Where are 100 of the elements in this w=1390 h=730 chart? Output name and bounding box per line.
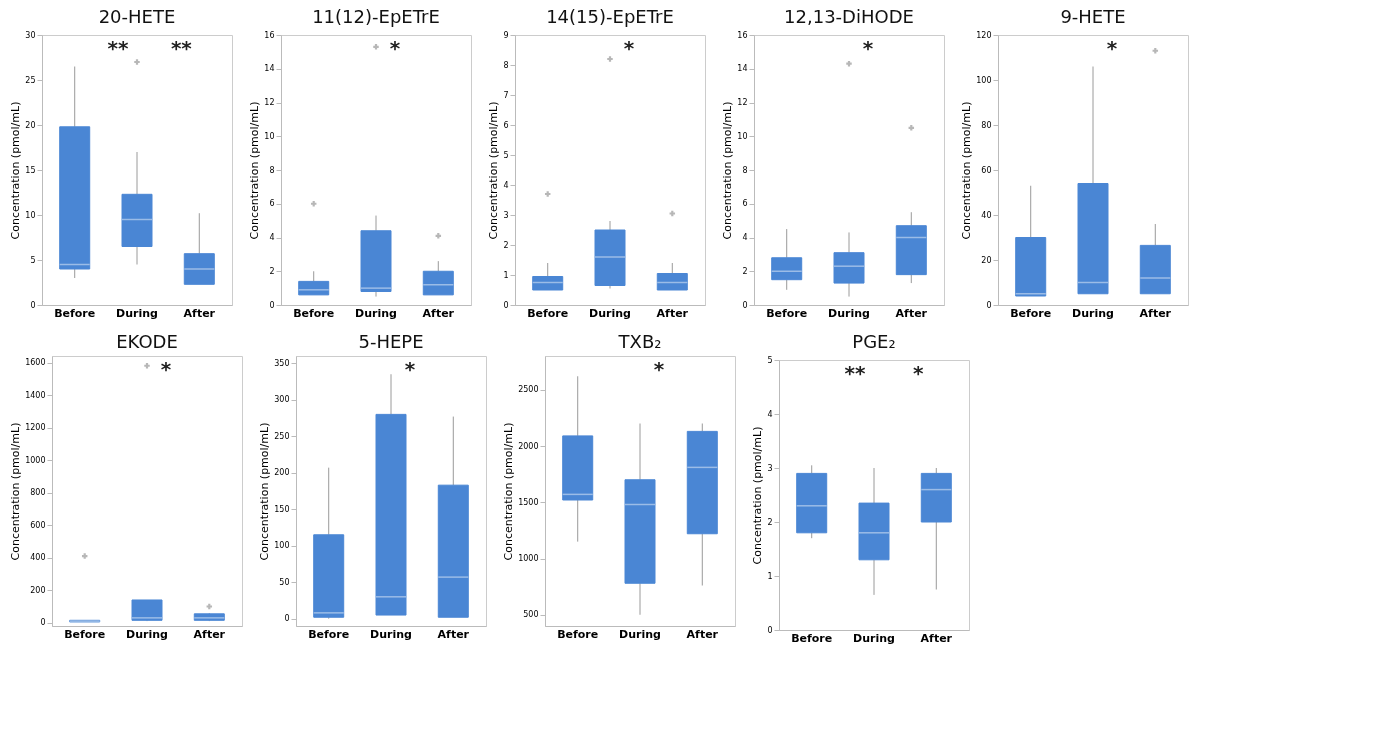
y-axis-title: Concentration (pmol/mL) [751, 426, 765, 565]
y-tick-label: 16 [737, 30, 748, 40]
chart-title: 11(12)-EpETrE [312, 6, 440, 27]
annotation: * [913, 361, 925, 385]
y-tick-label: 1000 [25, 455, 46, 465]
x-tick-label: During [828, 306, 870, 320]
x-tick-label: Before [766, 306, 808, 320]
y-tick-label: 40 [981, 210, 992, 220]
y-tick-label: 0 [767, 625, 773, 635]
y-tick-label: 16 [264, 30, 275, 40]
y-tick-label: 4 [742, 233, 748, 242]
x-tick-label: During [126, 627, 168, 641]
y-tick-label: 50 [279, 577, 290, 587]
y-tick-label: 100 [274, 541, 290, 551]
y-tick-label: 14 [264, 64, 275, 74]
y-tick-label: 12 [737, 98, 748, 107]
y-tick-label: 0 [284, 614, 290, 624]
y-tick-label: 0 [742, 300, 748, 310]
x-tick-label: Before [64, 627, 106, 641]
y-tick-label: 500 [523, 610, 539, 620]
y-tick-label: 30 [25, 30, 36, 40]
x-tick-label: During [589, 306, 631, 320]
chart-title: PGE₂ [852, 331, 896, 352]
annotation: * [653, 357, 665, 381]
y-tick-label: 2 [742, 266, 748, 276]
x-tick-label: During [619, 627, 661, 641]
x-tick-label: During [355, 306, 397, 320]
y-tick-label: 1 [767, 571, 773, 581]
y-tick-label: 1200 [25, 423, 46, 433]
y-tick-label: 3 [503, 210, 509, 220]
y-tick-label: 800 [30, 488, 46, 498]
chart-title: 14(15)-EpETrE [546, 6, 674, 27]
y-axis-title: Concentration (pmol/mL) [248, 101, 262, 240]
x-tick-label: After [437, 627, 470, 641]
y-tick-label: 0 [986, 300, 992, 310]
y-axis-title: Concentration (pmol/mL) [721, 101, 735, 240]
y-tick-label: 8 [503, 60, 509, 70]
x-tick-label: During [370, 627, 412, 641]
y-tick-label: 5 [767, 355, 773, 365]
y-tick-label: 250 [274, 431, 290, 441]
x-tick-label: During [1072, 306, 1114, 320]
y-tick-label: 2 [767, 517, 773, 527]
y-tick-label: 350 [274, 358, 290, 368]
y-tick-label: 120 [976, 30, 992, 40]
y-tick-label: 8 [742, 165, 748, 175]
x-tick-label: During [116, 306, 158, 320]
annotation: * [1106, 36, 1118, 60]
y-tick-label: 4 [767, 409, 773, 419]
y-tick-label: 400 [30, 553, 46, 563]
y-tick-label: 5 [503, 150, 509, 160]
x-tick-label: After [895, 306, 928, 320]
y-tick-label: 300 [274, 395, 290, 405]
y-axis-title: Concentration (pmol/mL) [502, 422, 516, 561]
y-tick-label: 200 [30, 585, 46, 595]
y-axis-title: Concentration (pmol/mL) [9, 101, 23, 240]
y-tick-label: 6 [742, 199, 748, 209]
x-tick-label: Before [527, 306, 569, 320]
y-tick-label: 60 [981, 165, 992, 175]
y-axis-title: Concentration (pmol/mL) [487, 101, 501, 240]
y-axis-title: Concentration (pmol/mL) [960, 101, 974, 240]
chart-title: 20-HETE [98, 6, 176, 27]
y-tick-label: 2000 [518, 441, 539, 451]
x-tick-label: After [920, 631, 953, 645]
y-tick-label: 20 [981, 255, 992, 265]
chart-title: TXB₂ [617, 331, 662, 352]
y-tick-label: 1 [503, 270, 509, 280]
x-tick-label: Before [308, 627, 350, 641]
chart-title: 9-HETE [1060, 6, 1126, 27]
y-tick-label: 600 [30, 520, 46, 530]
y-tick-label: 8 [269, 165, 275, 175]
y-tick-label: 2 [503, 240, 509, 250]
y-tick-label: 150 [274, 504, 290, 514]
x-tick-label: During [853, 631, 895, 645]
annotation: ** [170, 36, 193, 60]
y-tick-label: 1500 [518, 497, 539, 507]
chart-title: EKODE [116, 331, 178, 352]
x-tick-label: Before [293, 306, 335, 320]
y-tick-label: 20 [25, 120, 36, 130]
x-tick-label: After [656, 306, 689, 320]
annotation: ** [107, 36, 129, 60]
y-axis-title: Concentration (pmol/mL) [9, 422, 23, 561]
y-tick-label: 7 [503, 90, 509, 100]
y-tick-label: 100 [976, 75, 992, 85]
annotation: * [862, 36, 874, 60]
y-tick-label: 2500 [518, 385, 539, 395]
y-tick-label: 10 [737, 131, 748, 141]
x-tick-label: Before [791, 631, 833, 645]
annotation: * [389, 36, 401, 60]
x-tick-label: After [422, 306, 455, 320]
y-tick-label: 5 [30, 255, 36, 265]
x-tick-label: After [183, 306, 216, 320]
y-tick-label: 25 [25, 75, 36, 85]
x-tick-label: Before [557, 627, 599, 641]
y-tick-label: 6 [503, 120, 509, 130]
y-tick-label: 14 [737, 64, 748, 74]
annotation: * [404, 357, 416, 381]
y-tick-label: 1000 [518, 554, 539, 563]
y-axis-title: Concentration (pmol/mL) [258, 422, 272, 561]
y-tick-label: 0 [503, 300, 509, 310]
y-tick-label: 6 [269, 199, 275, 209]
